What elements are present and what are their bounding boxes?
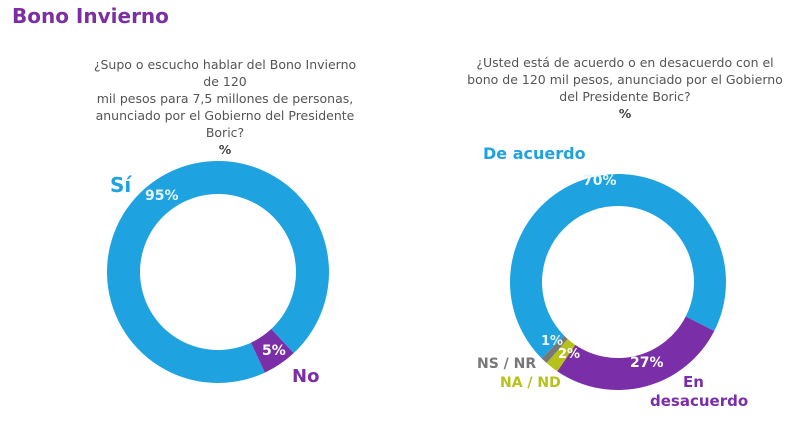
slice-s- [107, 160, 329, 383]
question-1-line: ¿Supo o escucho hablar del Bono Invierno… [93, 57, 357, 89]
slice-na-nd [546, 339, 576, 372]
value-de-acuerdo: 70% [583, 173, 617, 189]
question-1-line: mil pesos para 7,5 millones de personas, [96, 91, 354, 106]
question-1-line: anunciado por el Gobierno del Presidente… [95, 108, 355, 140]
label-en-desacuerdo-2: desacuerdo [650, 392, 748, 410]
value-si: 95% [145, 188, 179, 204]
donut-chart-agreement [510, 174, 726, 391]
slice-en-desacuerdo [557, 316, 715, 391]
value-na-nd: 2% [558, 347, 580, 362]
value-ns-nr: 1% [541, 334, 563, 349]
question-2-unit: % [618, 106, 632, 121]
question-2-line: del Presidente Boric? [559, 89, 691, 104]
question-1-unit: % [218, 142, 232, 157]
question-2-line: bono de 120 mil pesos, anunciado por el … [467, 72, 783, 87]
slice-ns-nr [541, 335, 568, 364]
label-ns-nr: NS / NR [477, 356, 536, 372]
question-1: ¿Supo o escucho hablar del Bono Invierno… [90, 56, 360, 158]
label-de-acuerdo: De acuerdo [483, 144, 586, 163]
label-na-nd: NA / ND [500, 375, 561, 391]
question-2: ¿Usted está de acuerdo o en desacuerdo c… [460, 54, 790, 122]
label-en-desacuerdo-1: En [683, 373, 704, 391]
question-2-line: ¿Usted está de acuerdo o en desacuerdo c… [476, 55, 774, 70]
value-en-desacuerdo: 27% [630, 355, 664, 371]
label-no: No [292, 366, 319, 387]
value-no: 5% [262, 343, 286, 359]
page-title: Bono Invierno [12, 4, 169, 28]
donut-chart-awareness [107, 160, 329, 383]
label-si: Sí [110, 173, 132, 197]
slice-de-acuerdo [510, 174, 726, 359]
slice-no [250, 329, 294, 373]
